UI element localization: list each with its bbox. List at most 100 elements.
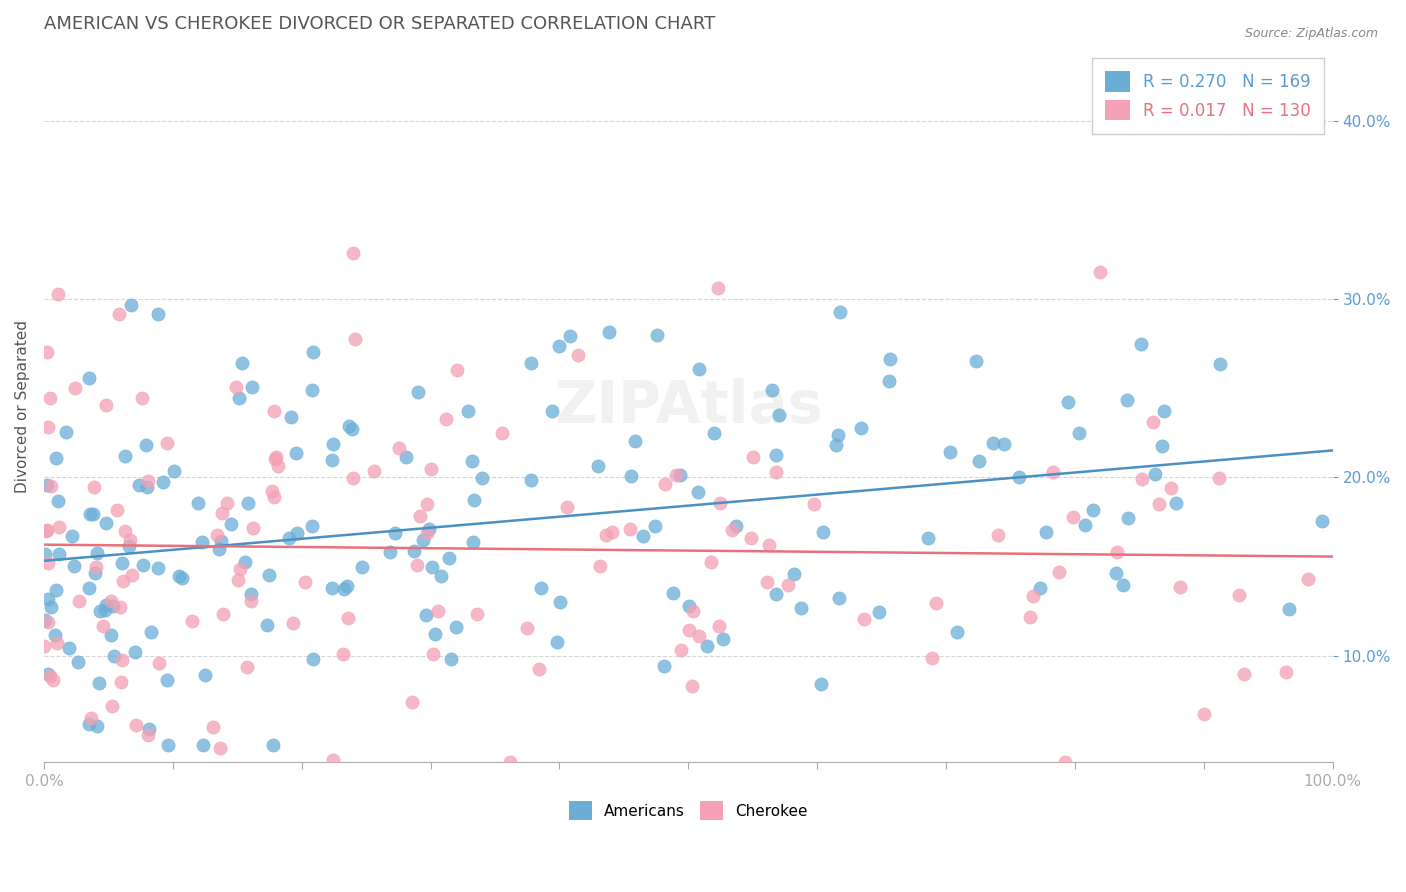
- Point: [112, 574, 135, 588]
- Point: [471, 471, 494, 485]
- Point: [138, 722, 160, 736]
- Point: [678, 599, 700, 613]
- Point: [105, 503, 128, 517]
- Point: [406, 558, 429, 572]
- Point: [776, 578, 799, 592]
- Point: [37, 615, 59, 629]
- Point: [280, 410, 302, 425]
- Point: [180, 614, 202, 628]
- Point: [35, 523, 58, 537]
- Point: [1053, 756, 1076, 770]
- Point: [94, 598, 117, 612]
- Point: [301, 518, 323, 533]
- Point: [925, 596, 948, 610]
- Point: [678, 623, 700, 637]
- Point: [461, 454, 484, 468]
- Point: [765, 465, 787, 479]
- Point: [86, 719, 108, 733]
- Point: [740, 531, 762, 545]
- Point: [322, 437, 344, 451]
- Point: [146, 561, 169, 575]
- Point: [156, 435, 179, 450]
- Point: [101, 599, 124, 613]
- Point: [120, 298, 142, 312]
- Point: [77, 370, 100, 384]
- Point: [868, 605, 890, 619]
- Point: [121, 568, 143, 582]
- Point: [624, 434, 647, 448]
- Point: [849, 421, 872, 435]
- Point: [264, 451, 287, 466]
- Point: [652, 658, 675, 673]
- Point: [461, 534, 484, 549]
- Point: [810, 676, 832, 690]
- Point: [82, 507, 104, 521]
- Point: [34, 547, 56, 561]
- Point: [169, 568, 191, 582]
- Point: [1209, 357, 1232, 371]
- Point: [217, 496, 239, 510]
- Point: [110, 675, 132, 690]
- Point: [337, 418, 360, 433]
- Point: [420, 560, 443, 574]
- Point: [37, 556, 59, 570]
- Point: [546, 635, 568, 649]
- Point: [620, 469, 643, 483]
- Point: [463, 492, 485, 507]
- Point: [711, 632, 734, 646]
- Text: Source: ZipAtlas.com: Source: ZipAtlas.com: [1244, 27, 1378, 40]
- Point: [852, 612, 875, 626]
- Point: [981, 436, 1004, 450]
- Point: [434, 412, 457, 426]
- Point: [55, 425, 77, 440]
- Point: [1227, 588, 1250, 602]
- Point: [233, 555, 256, 569]
- Point: [333, 582, 356, 597]
- Point: [212, 607, 235, 621]
- Point: [242, 521, 264, 535]
- Point: [765, 448, 787, 462]
- Point: [586, 459, 609, 474]
- Point: [77, 716, 100, 731]
- Point: [946, 625, 969, 640]
- Point: [156, 673, 179, 687]
- Point: [1062, 510, 1084, 524]
- Point: [44, 628, 66, 642]
- Point: [131, 391, 153, 405]
- Point: [260, 484, 283, 499]
- Point: [595, 527, 617, 541]
- Point: [100, 628, 122, 642]
- Point: [46, 287, 69, 301]
- Point: [342, 470, 364, 484]
- Point: [262, 738, 284, 752]
- Point: [422, 647, 444, 661]
- Point: [446, 362, 468, 376]
- Point: [520, 473, 543, 487]
- Point: [321, 581, 343, 595]
- Point: [430, 569, 453, 583]
- Point: [654, 477, 676, 491]
- Point: [39, 391, 62, 405]
- Point: [688, 362, 710, 376]
- Point: [39, 600, 62, 615]
- Point: [699, 555, 721, 569]
- Point: [378, 545, 401, 559]
- Point: [681, 680, 703, 694]
- Point: [108, 600, 131, 615]
- Point: [917, 531, 939, 545]
- Point: [209, 534, 232, 549]
- Point: [725, 519, 748, 533]
- Point: [321, 453, 343, 467]
- Point: [301, 383, 323, 397]
- Point: [114, 524, 136, 538]
- Point: [67, 593, 90, 607]
- Point: [101, 698, 124, 713]
- Point: [499, 756, 522, 770]
- Point: [83, 566, 105, 581]
- Point: [132, 558, 155, 572]
- Point: [1074, 518, 1097, 533]
- Point: [803, 497, 825, 511]
- Point: [35, 524, 58, 539]
- Point: [228, 391, 250, 405]
- Point: [66, 655, 89, 669]
